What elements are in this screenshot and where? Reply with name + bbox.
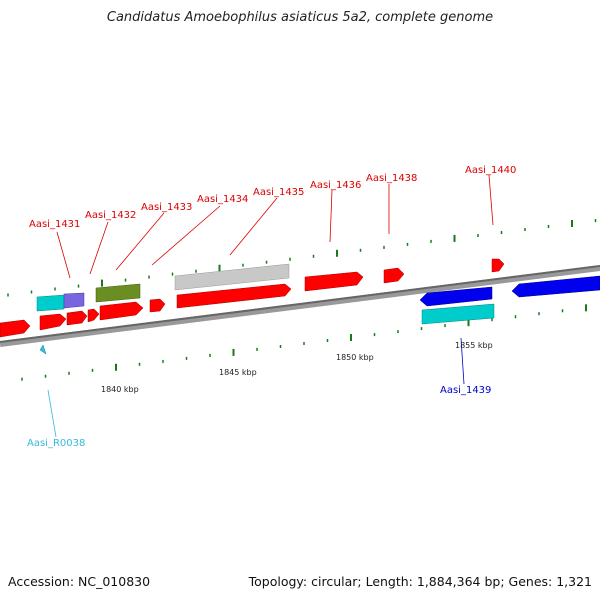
gene-red-a[interactable] xyxy=(0,319,31,338)
gene-blue-a[interactable] xyxy=(419,286,493,307)
gene-aasi-1439[interactable] xyxy=(421,303,495,325)
gene-aasi-1434[interactable] xyxy=(174,263,290,291)
gene-red-b[interactable] xyxy=(39,313,67,331)
genome-backbone xyxy=(0,265,600,347)
gene-label-aasi-1432[interactable]: Aasi_1432 xyxy=(85,210,136,221)
map-title: Candidatus Amoebophilus asiaticus 5a2, c… xyxy=(106,10,494,25)
gene-label-aasi-1435[interactable]: Aasi_1435 xyxy=(253,187,304,198)
gene-aasi-1431[interactable] xyxy=(36,294,65,312)
gene-blue-b[interactable] xyxy=(511,275,600,298)
gene-red-d[interactable] xyxy=(87,308,100,323)
genome-summary-text: Topology: circular; Length: 1,884,364 bp… xyxy=(248,574,592,589)
gene-label-aasi-1439[interactable]: Aasi_1439 xyxy=(440,385,491,396)
scale-label-1855: 1855 kbp xyxy=(455,341,493,350)
gene-label-aasi-1431[interactable]: Aasi_1431 xyxy=(29,219,80,230)
leader-lines xyxy=(47,174,494,438)
genome-backbone-shade xyxy=(0,265,600,343)
gene-label-aasi-r0038[interactable]: Aasi_R0038 xyxy=(27,438,85,449)
scale-label-1840: 1840 kbp xyxy=(101,385,139,394)
gene-red-f[interactable] xyxy=(149,298,166,313)
gene-label-aasi-1440[interactable]: Aasi_1440 xyxy=(465,165,516,176)
gene-red-e[interactable] xyxy=(99,301,144,321)
gene-aasi-r0038[interactable] xyxy=(39,344,47,355)
gene-aasi-1433[interactable] xyxy=(95,283,141,303)
gene-label-aasi-1433[interactable]: Aasi_1433 xyxy=(141,202,192,213)
gene-label-aasi-1434[interactable]: Aasi_1434 xyxy=(197,194,248,205)
gene-aasi-1435[interactable] xyxy=(176,283,292,309)
reverse-genes xyxy=(39,275,600,355)
gene-aasi-1438[interactable] xyxy=(383,267,405,284)
forward-genes xyxy=(0,258,505,338)
gene-aasi-1440[interactable] xyxy=(491,258,505,273)
scale-labels: 1840 kbp 1845 kbp 1850 kbp 1855 kbp xyxy=(101,341,493,394)
accession-text: Accession: NC_010830 xyxy=(8,574,151,589)
gene-red-c[interactable] xyxy=(66,310,88,326)
scale-label-1845: 1845 kbp xyxy=(219,368,257,377)
scale-label-1850: 1850 kbp xyxy=(336,353,374,362)
gene-aasi-1436[interactable] xyxy=(304,271,364,292)
gene-label-aasi-1438[interactable]: Aasi_1438 xyxy=(366,173,417,184)
gene-label-aasi-1436[interactable]: Aasi_1436 xyxy=(310,180,361,191)
gene-aasi-1432[interactable] xyxy=(63,292,85,309)
gene-labels: Aasi_1431 Aasi_1432 Aasi_1433 Aasi_1434 … xyxy=(27,165,516,449)
